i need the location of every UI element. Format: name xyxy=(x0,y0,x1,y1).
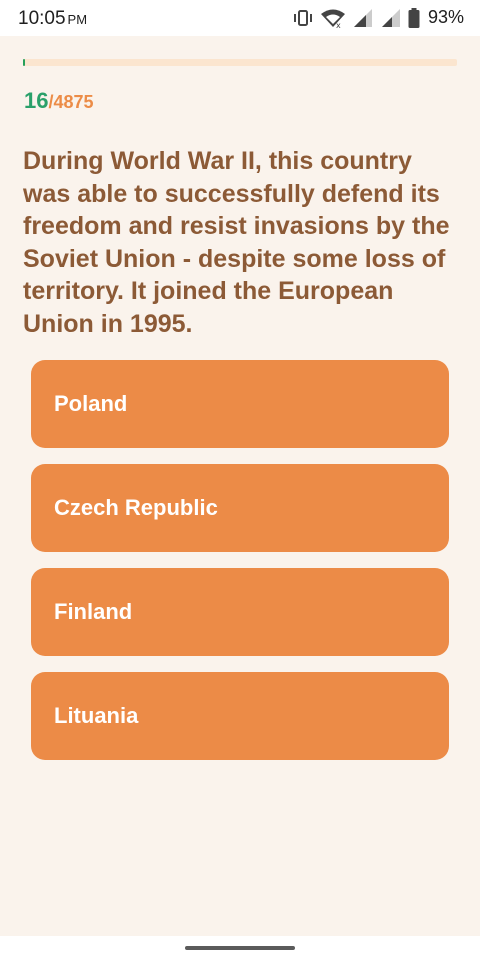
navigation-bar xyxy=(0,936,480,960)
clock-ampm: PM xyxy=(67,12,88,27)
question-text: During World War II, this country was ab… xyxy=(23,147,450,338)
signal-icon xyxy=(352,8,374,28)
progress-fill xyxy=(23,59,25,66)
status-bar: 10:05 PM x xyxy=(0,0,480,36)
svg-text:x: x xyxy=(336,21,341,28)
wifi-icon: x xyxy=(320,8,346,28)
home-gesture-handle[interactable] xyxy=(185,946,295,950)
clock-time: 10:05 xyxy=(18,8,66,29)
answer-button-lituania[interactable]: Lituania xyxy=(31,672,449,760)
question-counter: 16/4875 xyxy=(24,88,94,114)
progress-bar xyxy=(23,59,457,66)
counter-separator: / xyxy=(48,92,54,112)
signal-icon-2 xyxy=(380,8,402,28)
clock: 10:05 PM xyxy=(18,8,87,30)
answer-button-poland[interactable]: Poland xyxy=(31,360,449,448)
total-questions: 4875 xyxy=(53,92,94,112)
answer-list: Poland Czech Republic Finland Lituania xyxy=(31,360,449,776)
status-icons: x 93% xyxy=(292,7,464,28)
answer-button-finland[interactable]: Finland xyxy=(31,568,449,656)
answer-button-czech-republic[interactable]: Czech Republic xyxy=(31,464,449,552)
vibrate-icon xyxy=(292,9,314,27)
battery-icon xyxy=(408,7,420,28)
battery-percent: 93% xyxy=(427,7,464,27)
current-question-number: 16 xyxy=(24,88,49,113)
